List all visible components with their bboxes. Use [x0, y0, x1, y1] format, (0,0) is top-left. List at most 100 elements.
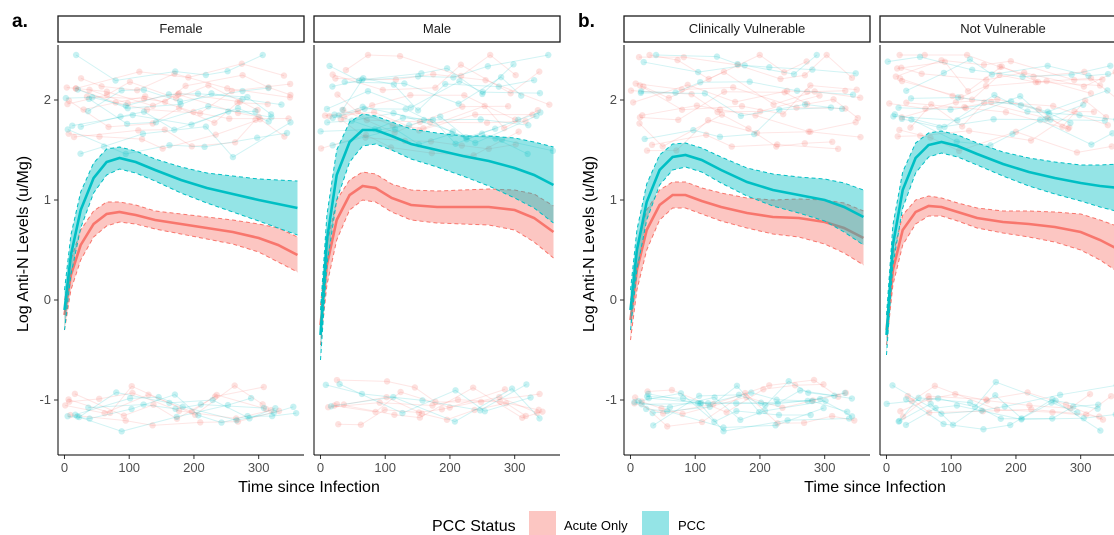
trajectory-point — [64, 126, 71, 133]
trajectory-line — [647, 392, 846, 404]
trajectory-point — [485, 145, 492, 153]
trajectory-point — [807, 128, 814, 135]
trajectory-point — [637, 88, 645, 95]
trajectory-point — [1102, 113, 1110, 121]
trajectory-line — [652, 394, 853, 426]
trajectory-point — [136, 68, 143, 75]
trajectory-point — [452, 140, 459, 147]
trajectory-point — [74, 86, 82, 93]
trajectory-line — [905, 404, 1114, 426]
trajectory-point — [838, 105, 846, 113]
trajectory-point — [122, 102, 129, 109]
trajectory-point — [1043, 77, 1050, 85]
trajectory-point — [228, 87, 236, 95]
trajectory-line — [324, 105, 539, 129]
trajectory-point — [775, 411, 783, 419]
trajectory-point — [1032, 78, 1039, 86]
trajectory-point — [399, 114, 407, 122]
strip-clinically-vulnerable — [623, 15, 871, 43]
trajectory-point — [202, 71, 210, 79]
trajectory-point — [884, 58, 891, 65]
trajectory-point — [359, 103, 366, 111]
trajectory-line — [343, 105, 509, 134]
trajectory-point — [926, 395, 933, 403]
trajectory-point — [323, 105, 331, 113]
trajectory-point — [774, 420, 781, 427]
trajectory-point — [675, 116, 682, 124]
trajectory-point — [486, 51, 494, 59]
ci-upper-acute-only — [320, 171, 554, 306]
trajectory-point — [515, 128, 522, 135]
trajectory-point — [704, 400, 712, 407]
trajectory-point — [481, 407, 489, 415]
trajectory-point — [85, 404, 92, 411]
trajectory-point — [1081, 97, 1089, 104]
trajectory-line — [327, 112, 537, 144]
trajectory-point — [536, 89, 544, 97]
trajectory-point — [476, 407, 484, 414]
trajectory-point — [1020, 69, 1028, 76]
trajectory-point — [688, 90, 695, 98]
trajectory-point — [171, 126, 178, 133]
trajectory-point — [483, 119, 491, 126]
trajectory-point — [122, 150, 129, 158]
trajectory-point — [173, 415, 181, 422]
trajectory-point — [234, 109, 242, 117]
trajectory-point — [212, 131, 219, 138]
trajectory-point — [981, 99, 988, 106]
trajectory-point — [202, 123, 210, 130]
trajectory-point — [800, 419, 808, 427]
trajectory-point — [72, 51, 80, 59]
trajectory-point — [997, 415, 1004, 422]
trajectory-point — [341, 78, 348, 86]
trajectory-point — [331, 111, 338, 118]
trajectory-line — [336, 387, 543, 419]
trajectory-point — [372, 408, 379, 416]
trajectory-line — [334, 388, 506, 413]
trajectory-line — [78, 391, 276, 419]
trajectory-point — [737, 112, 745, 120]
panel-letter-b: b. — [578, 11, 595, 32]
trajectory-line — [68, 100, 268, 128]
trajectory-point — [247, 394, 255, 402]
trajectory-line — [80, 121, 291, 158]
ci-band-pcc — [886, 131, 1114, 355]
trajectory-point — [1052, 397, 1059, 404]
trajectory-point — [507, 90, 514, 97]
strip-label-female: Female — [159, 21, 202, 36]
mean-line-acute-only — [629, 193, 865, 321]
trajectory-point — [270, 409, 278, 416]
x-tick-label: 300 — [1070, 460, 1092, 475]
trajectory-point — [793, 104, 800, 111]
trajectory-point — [730, 84, 737, 91]
trajectory-point — [680, 53, 688, 61]
trajectory-point — [991, 91, 998, 99]
trajectory-point — [129, 389, 136, 397]
trajectory-point — [954, 94, 962, 101]
trajectory-point — [756, 51, 763, 59]
trajectory-point — [1107, 62, 1114, 69]
trajectory-line — [73, 119, 256, 147]
trajectory-point — [733, 382, 741, 390]
trajectory-point — [179, 403, 186, 410]
trajectory-line — [332, 63, 514, 95]
trajectory-point — [363, 116, 370, 124]
trajectory-point — [996, 63, 1004, 71]
trajectory-point — [841, 389, 849, 397]
trajectory-line — [70, 410, 280, 426]
trajectory-point — [418, 70, 425, 77]
trajectory-point — [118, 87, 125, 94]
trajectory-point — [828, 412, 836, 420]
trajectory-point — [185, 74, 192, 81]
trajectory-line — [633, 84, 846, 103]
trajectory-point — [390, 109, 397, 117]
trajectory-point — [889, 382, 896, 389]
trajectory-point — [326, 62, 333, 70]
trajectory-point — [1096, 413, 1103, 420]
trajectory-point — [816, 395, 824, 403]
trajectory-point — [646, 51, 653, 59]
trajectory-point — [668, 386, 676, 394]
trajectory-point — [124, 104, 131, 112]
trajectory-point — [211, 393, 219, 400]
trajectory-point — [996, 71, 1003, 79]
